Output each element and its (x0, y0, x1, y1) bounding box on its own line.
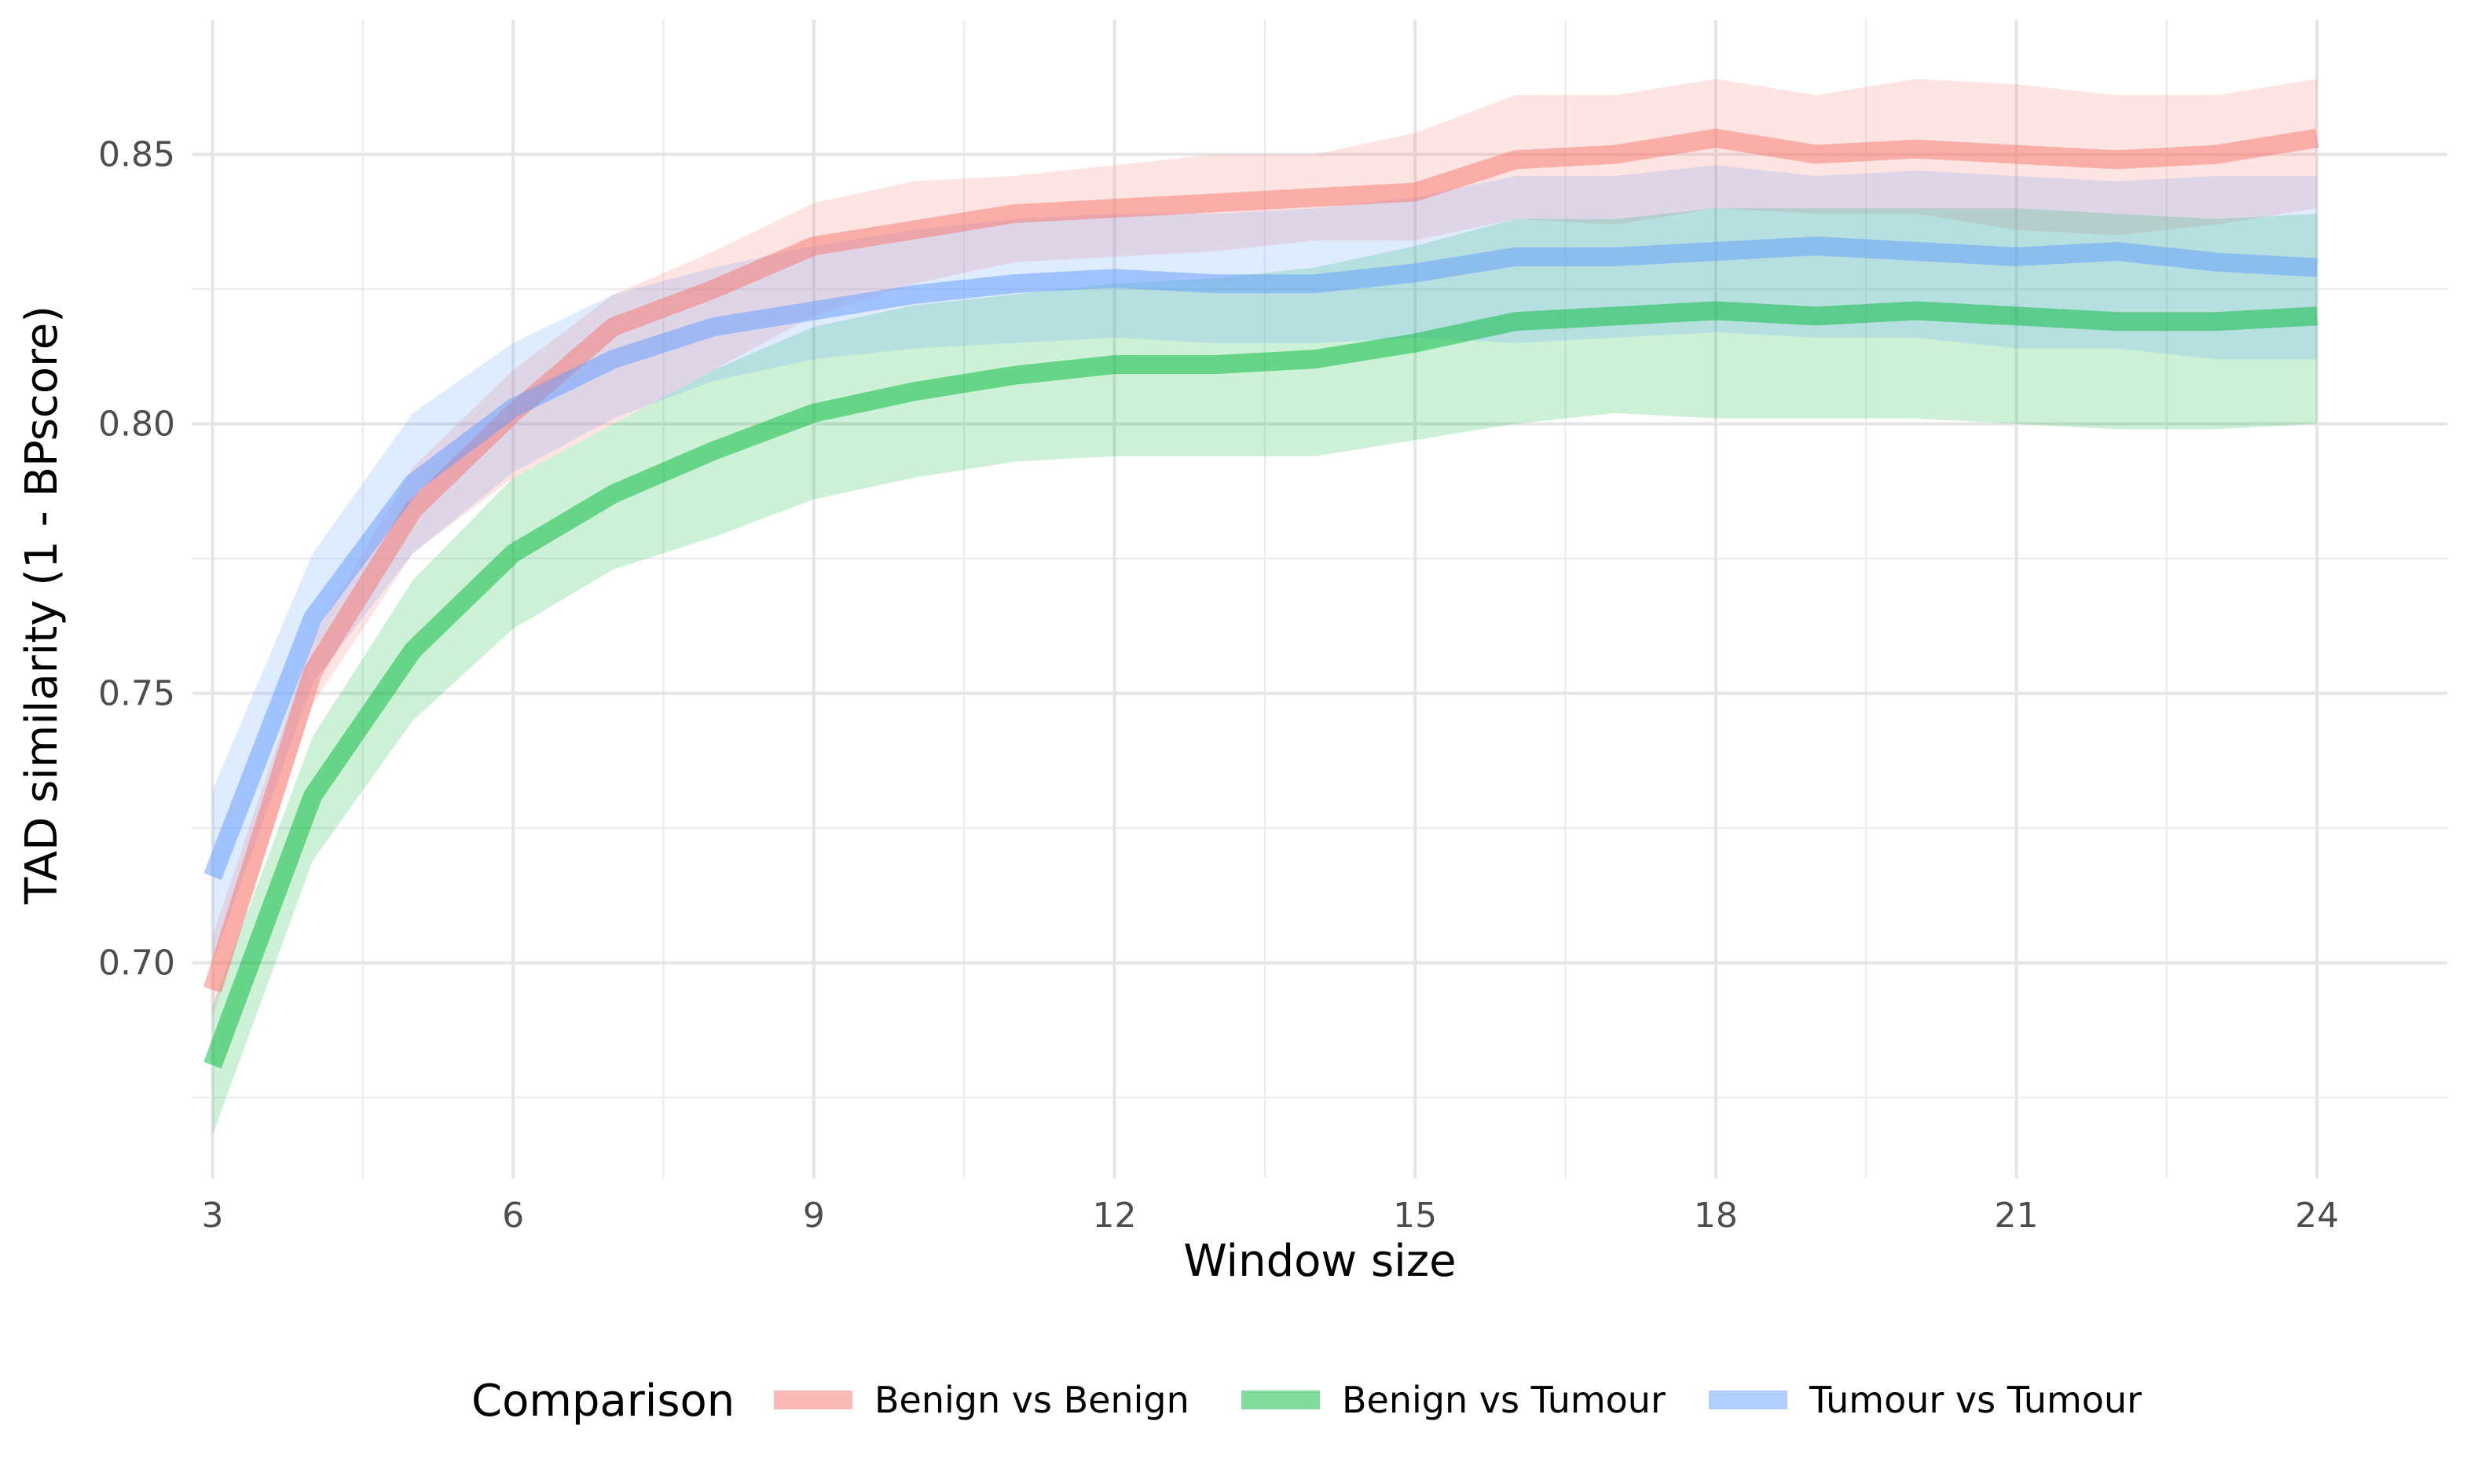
legend-label-0: Benign vs Benign (874, 1379, 1189, 1421)
x-tick-labels: 3 6 9 12 15 18 21 24 (202, 1196, 2340, 1236)
x-tick-label: 12 (1093, 1196, 1137, 1236)
legend-label-1: Benign vs Tumour (1342, 1379, 1666, 1421)
y-tick-label: 0.85 (98, 135, 175, 175)
legend-title: Comparison (471, 1376, 735, 1427)
y-tick-label: 0.75 (98, 674, 175, 714)
x-tick-label: 21 (1995, 1196, 2039, 1236)
confidence-band-2 (212, 165, 2318, 963)
y-axis-title: TAD similarity (1 - BPscore) (16, 306, 68, 905)
legend: Comparison Benign vs Benign Benign vs Tum… (471, 1376, 2142, 1427)
series-line-0 (203, 128, 2319, 993)
x-axis-title: Window size (1183, 1236, 1456, 1287)
legend-label-2: Tumour vs Tumour (1809, 1379, 2142, 1421)
y-tick-label: 0.80 (98, 405, 175, 445)
x-tick-label: 3 (202, 1196, 224, 1236)
x-tick-label: 15 (1393, 1196, 1437, 1236)
y-tick-label: 0.70 (98, 944, 175, 984)
x-tick-label: 9 (803, 1196, 825, 1236)
y-tick-labels: 0.70 0.75 0.80 0.85 (98, 135, 175, 984)
x-tick-label: 24 (2295, 1196, 2339, 1236)
series-lines (203, 128, 2319, 1069)
series-line-2 (203, 236, 2318, 881)
series-line-1 (203, 301, 2318, 1069)
x-tick-label: 6 (502, 1196, 524, 1236)
x-tick-label: 18 (1694, 1196, 1738, 1236)
